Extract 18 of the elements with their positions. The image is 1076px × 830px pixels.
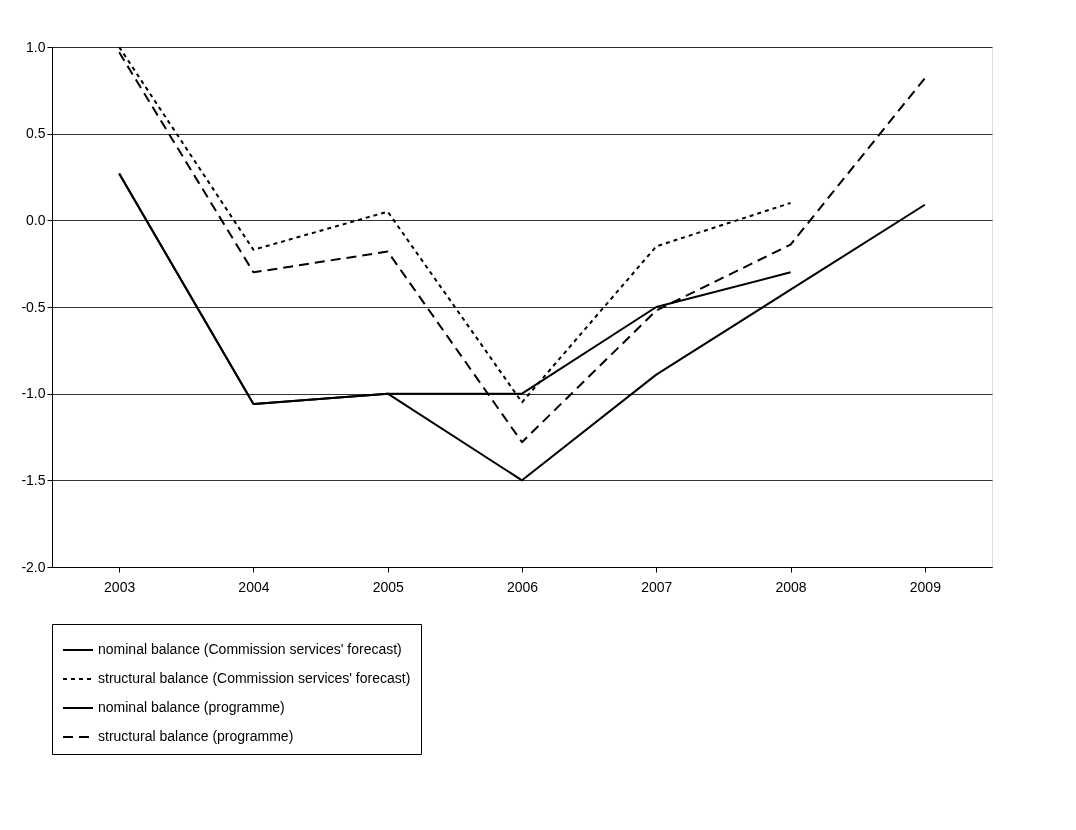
legend-label: structural balance (programme) (98, 728, 294, 744)
x-tick-label: 2004 (238, 578, 270, 595)
y-tick-label: -0.5 (21, 298, 46, 315)
y-tick-label: -2.0 (21, 558, 46, 575)
y-tick-label: -1.0 (21, 385, 46, 402)
legend-label: nominal balance (programme) (98, 699, 285, 715)
x-tick-label: 2005 (372, 578, 404, 595)
x-tick-label: 2007 (641, 578, 673, 595)
x-tick-label: 2003 (104, 578, 136, 595)
legend-label: nominal balance (Commission services' forecast) (98, 641, 402, 657)
legend-label: structural balance (Commission services' forecast) (98, 670, 411, 686)
y-tick-label: -1.5 (21, 471, 46, 488)
x-tick-label: 2008 (775, 578, 807, 595)
x-tick-label: 2009 (909, 578, 942, 595)
y-tick-label: 0.5 (26, 125, 46, 142)
y-tick-label: 1.0 (26, 38, 46, 55)
x-tick-label: 2006 (506, 578, 539, 595)
y-tick-label: 0.0 (26, 211, 46, 228)
